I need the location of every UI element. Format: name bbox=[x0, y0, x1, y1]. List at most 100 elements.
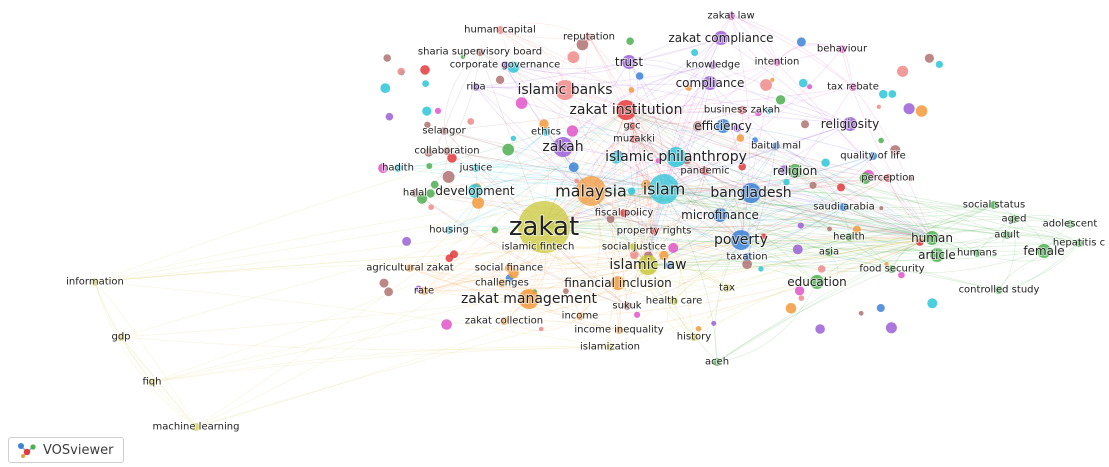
term-node[interactable] bbox=[845, 233, 853, 241]
unlabeled-node[interactable] bbox=[630, 250, 639, 260]
term-node[interactable] bbox=[772, 142, 780, 150]
term-label[interactable]: trust bbox=[614, 54, 644, 70]
term-label[interactable]: health bbox=[832, 231, 866, 244]
term-label[interactable]: adult bbox=[993, 229, 1021, 242]
term-node[interactable] bbox=[472, 164, 480, 172]
unlabeled-node[interactable] bbox=[426, 189, 435, 198]
term-label[interactable]: financial inclusion bbox=[563, 275, 673, 291]
term-label[interactable]: knowledge bbox=[685, 59, 741, 72]
term-label[interactable]: challenges bbox=[474, 277, 530, 290]
term-label[interactable]: gcc bbox=[622, 120, 641, 133]
unlabeled-node[interactable] bbox=[576, 38, 589, 51]
unlabeled-node[interactable] bbox=[402, 236, 412, 246]
term-node[interactable] bbox=[630, 243, 638, 251]
term-node[interactable] bbox=[650, 227, 658, 235]
unlabeled-node[interactable] bbox=[384, 287, 393, 297]
term-label[interactable]: behaviour bbox=[816, 43, 869, 56]
term-node[interactable] bbox=[628, 122, 636, 130]
term-label[interactable]: asia bbox=[818, 246, 840, 259]
term-node[interactable] bbox=[741, 183, 761, 203]
term-node[interactable] bbox=[703, 76, 717, 90]
term-label[interactable]: religion bbox=[772, 163, 819, 179]
unlabeled-node[interactable] bbox=[807, 84, 813, 90]
unlabeled-node[interactable] bbox=[898, 271, 905, 279]
term-node[interactable] bbox=[496, 26, 504, 34]
term-node[interactable] bbox=[555, 80, 575, 100]
unlabeled-node[interactable] bbox=[879, 89, 888, 99]
term-label[interactable]: ethics bbox=[530, 126, 562, 139]
term-node[interactable] bbox=[476, 48, 484, 56]
unlabeled-node[interactable] bbox=[752, 137, 758, 144]
term-node[interactable] bbox=[606, 343, 614, 351]
term-label[interactable]: fiscal policy bbox=[594, 207, 655, 220]
term-node[interactable] bbox=[148, 378, 156, 386]
term-node[interactable] bbox=[630, 135, 638, 143]
term-node[interactable] bbox=[411, 189, 419, 197]
unlabeled-node[interactable] bbox=[460, 54, 466, 59]
term-node[interactable] bbox=[500, 317, 508, 325]
term-label[interactable]: article bbox=[917, 247, 957, 263]
unlabeled-node[interactable] bbox=[916, 238, 924, 246]
unlabeled-node[interactable] bbox=[878, 137, 884, 144]
term-node[interactable] bbox=[472, 83, 480, 91]
term-node[interactable] bbox=[615, 326, 623, 334]
unlabeled-node[interactable] bbox=[876, 104, 881, 110]
term-node[interactable] bbox=[1037, 244, 1051, 258]
unlabeled-node[interactable] bbox=[785, 303, 797, 314]
unlabeled-node[interactable] bbox=[797, 222, 804, 229]
unlabeled-node[interactable] bbox=[765, 108, 772, 115]
unlabeled-node[interactable] bbox=[770, 77, 775, 82]
term-node[interactable] bbox=[91, 278, 99, 286]
term-label[interactable]: female bbox=[1022, 243, 1065, 259]
term-label[interactable]: tax bbox=[718, 282, 736, 295]
unlabeled-node[interactable] bbox=[472, 196, 485, 209]
term-node[interactable] bbox=[690, 333, 698, 341]
term-node[interactable] bbox=[773, 58, 781, 66]
term-node[interactable] bbox=[709, 61, 717, 69]
unlabeled-node[interactable] bbox=[779, 165, 789, 175]
unlabeled-node[interactable] bbox=[885, 322, 897, 334]
unlabeled-node[interactable] bbox=[798, 78, 808, 88]
unlabeled-node[interactable] bbox=[665, 262, 673, 269]
unlabeled-node[interactable] bbox=[888, 90, 897, 98]
term-label[interactable]: agricultural zakat bbox=[365, 262, 455, 275]
term-label[interactable]: sukuk bbox=[611, 300, 642, 313]
term-node[interactable] bbox=[838, 45, 846, 53]
term-label[interactable]: human capital bbox=[463, 24, 537, 37]
unlabeled-node[interactable] bbox=[566, 125, 579, 137]
unlabeled-node[interactable] bbox=[798, 295, 805, 301]
term-node[interactable] bbox=[810, 275, 824, 289]
unlabeled-node[interactable] bbox=[422, 106, 432, 116]
term-node[interactable] bbox=[743, 253, 751, 261]
term-label[interactable]: adolescent bbox=[1042, 218, 1099, 231]
term-node[interactable] bbox=[443, 147, 451, 155]
unlabeled-node[interactable] bbox=[897, 65, 909, 77]
term-node[interactable] bbox=[534, 243, 542, 251]
term-node[interactable] bbox=[723, 284, 731, 292]
term-node[interactable] bbox=[788, 164, 802, 178]
term-label[interactable]: zakat institution bbox=[569, 101, 684, 119]
unlabeled-node[interactable] bbox=[379, 278, 389, 288]
unlabeled-node[interactable] bbox=[879, 206, 884, 210]
term-label[interactable]: saudi arabia bbox=[812, 201, 876, 214]
unlabeled-node[interactable] bbox=[441, 319, 452, 330]
term-node[interactable] bbox=[713, 208, 727, 222]
unlabeled-node[interactable] bbox=[434, 107, 442, 114]
term-label[interactable]: islam bbox=[642, 179, 687, 200]
term-label[interactable]: zakat bbox=[508, 211, 580, 243]
term-label[interactable]: intention bbox=[754, 56, 801, 69]
term-label[interactable]: quality of life bbox=[839, 150, 906, 163]
term-label[interactable]: income inequality bbox=[573, 324, 664, 337]
unlabeled-node[interactable] bbox=[668, 242, 679, 253]
unlabeled-node[interactable] bbox=[568, 162, 579, 173]
term-label[interactable]: baitul mal bbox=[750, 140, 802, 153]
unlabeled-node[interactable] bbox=[383, 54, 392, 62]
term-label[interactable]: machine learning bbox=[152, 421, 241, 434]
term-label[interactable]: tax rebate bbox=[826, 81, 880, 94]
unlabeled-node[interactable] bbox=[783, 178, 790, 186]
unlabeled-node[interactable] bbox=[659, 250, 669, 261]
unlabeled-node[interactable] bbox=[424, 121, 431, 128]
term-node[interactable] bbox=[440, 127, 448, 135]
term-node[interactable] bbox=[623, 302, 631, 310]
term-node[interactable] bbox=[888, 265, 896, 273]
